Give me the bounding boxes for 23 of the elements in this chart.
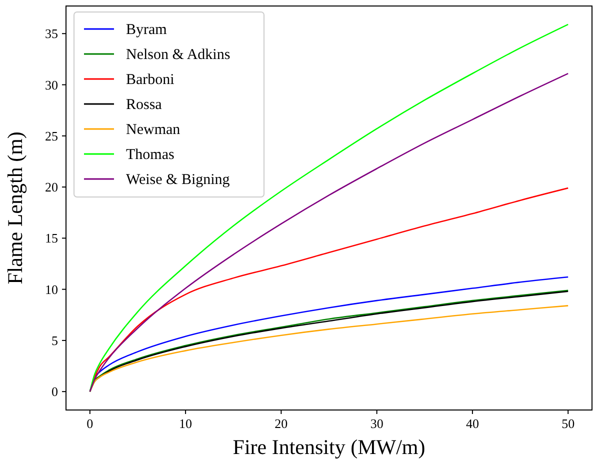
- x-tick-label: 50: [562, 416, 575, 431]
- y-tick-label: 35: [45, 26, 58, 42]
- x-tick-label: 40: [466, 416, 479, 431]
- y-tick-label: 0: [52, 384, 58, 400]
- x-tick-label: 20: [274, 416, 288, 431]
- x-axis-title: Fire Intensity (MW/m): [232, 435, 426, 459]
- legend-label: Rossa: [126, 97, 162, 113]
- y-axis-title: Flame Length (m): [3, 132, 27, 284]
- y-tick-label: 30: [45, 77, 58, 92]
- y-tick-label: 20: [45, 180, 58, 195]
- y-tick-label: 25: [45, 128, 58, 144]
- legend-label: Newman: [126, 122, 181, 138]
- x-tick-label: 10: [179, 416, 192, 431]
- x-tick-label: 30: [370, 416, 384, 431]
- legend-label: Byram: [126, 22, 168, 38]
- legend-label: Barboni: [126, 72, 174, 88]
- y-tick-label: 15: [45, 230, 58, 246]
- y-tick-label: 5: [52, 332, 58, 348]
- legend-label: Weise & Bigning: [126, 172, 230, 188]
- x-tick-label: 0: [86, 416, 94, 431]
- y-tick-label: 10: [45, 282, 58, 297]
- legend-label: Nelson & Adkins: [126, 47, 230, 63]
- legend-label: Thomas: [126, 147, 174, 163]
